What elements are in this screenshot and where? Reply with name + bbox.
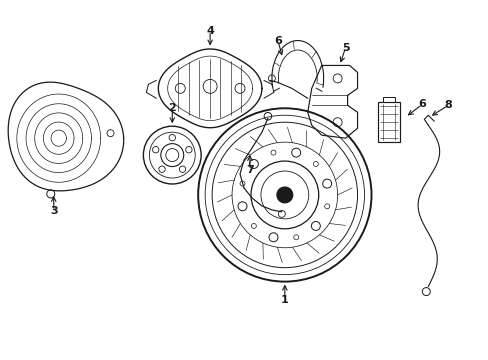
Text: 5: 5 — [341, 42, 349, 53]
Bar — [378, 102, 400, 142]
Text: 8: 8 — [444, 100, 451, 110]
Text: 2: 2 — [168, 103, 176, 113]
Text: 4: 4 — [206, 26, 214, 36]
Text: 7: 7 — [245, 165, 253, 175]
Circle shape — [276, 187, 292, 203]
Text: 1: 1 — [281, 294, 288, 305]
Text: 3: 3 — [50, 206, 58, 216]
Text: 6: 6 — [418, 99, 426, 109]
Text: 6: 6 — [273, 36, 281, 46]
